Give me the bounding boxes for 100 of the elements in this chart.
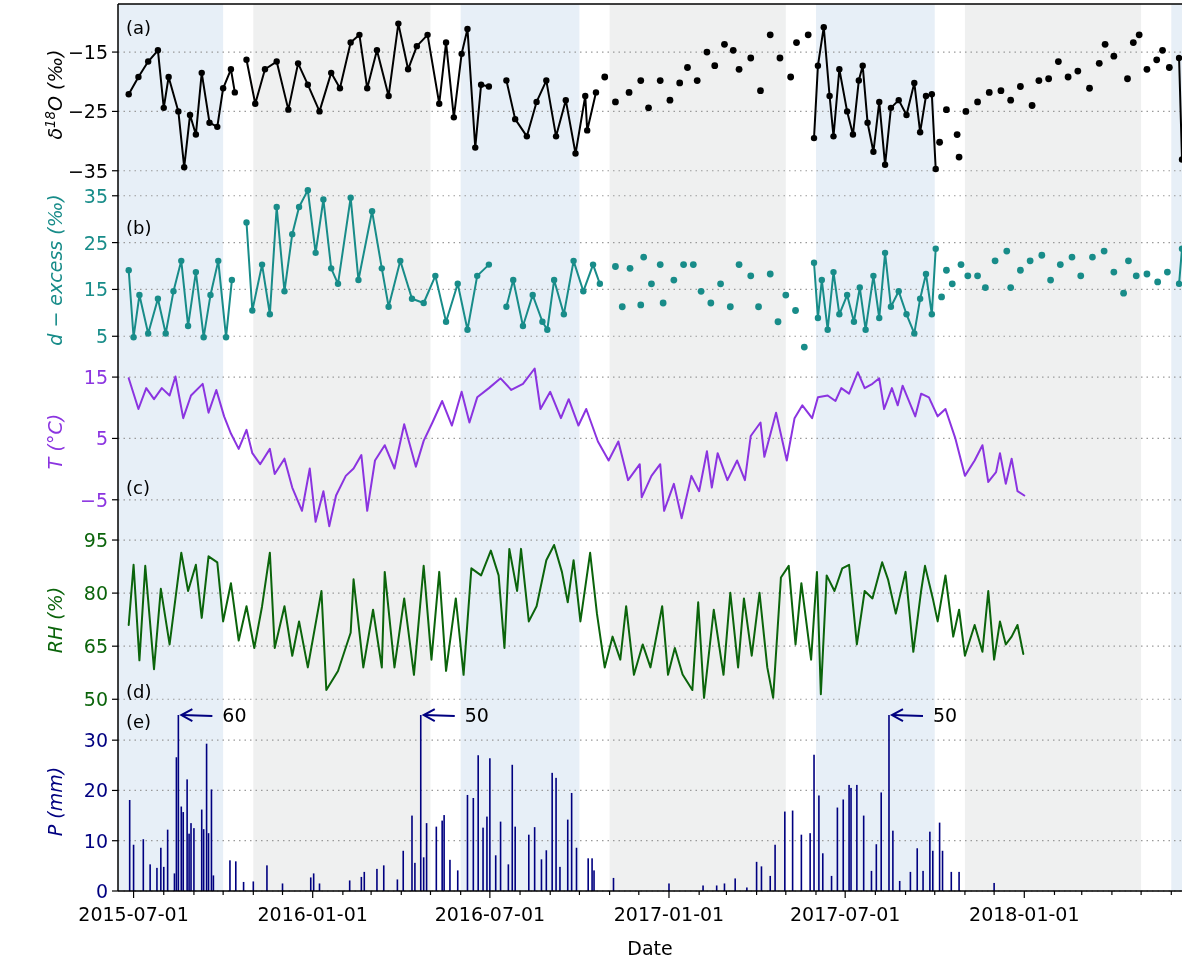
point [747, 272, 755, 280]
x-tick-label: 2017-07-01 [789, 903, 901, 925]
point [689, 261, 697, 269]
point [943, 106, 950, 114]
y-tick-label: 35 [83, 184, 108, 207]
y-tick-label: 50 [83, 688, 108, 711]
point [1165, 64, 1173, 71]
point [1007, 284, 1015, 291]
point [1143, 270, 1151, 278]
point [612, 263, 619, 270]
point [804, 31, 812, 39]
point [1110, 52, 1118, 60]
y-tick-label: 95 [83, 529, 108, 552]
y-tick-label: 5 [95, 325, 108, 348]
point [1026, 257, 1034, 265]
point [955, 153, 963, 161]
y-tick-label: 25 [83, 231, 108, 254]
point [666, 96, 674, 104]
point [948, 280, 956, 288]
annotation: 50 [932, 704, 958, 727]
y-tick-label: 15 [83, 366, 108, 389]
point [625, 89, 633, 96]
point [1153, 56, 1161, 64]
point [637, 77, 645, 84]
point [1101, 40, 1109, 48]
point [1047, 276, 1054, 284]
line-series [127, 367, 1026, 528]
point [637, 301, 645, 309]
point [792, 307, 799, 314]
point [1035, 77, 1043, 84]
point [648, 280, 655, 288]
point [774, 318, 782, 326]
point [1159, 46, 1166, 54]
point [1129, 39, 1137, 46]
point [735, 65, 743, 73]
point [1124, 75, 1131, 83]
point [981, 284, 989, 291]
y-axis-title: d − excess (‰) [44, 194, 66, 346]
point [1120, 289, 1127, 297]
y-tick-label: 15 [83, 278, 108, 301]
point [729, 46, 737, 54]
point [707, 299, 715, 307]
point [670, 276, 678, 284]
point [1125, 257, 1132, 265]
point [717, 280, 724, 288]
point [680, 261, 687, 269]
point [957, 261, 965, 269]
y-tick-label: 20 [83, 779, 108, 802]
point [735, 261, 743, 269]
point [782, 291, 790, 299]
point [1038, 251, 1046, 259]
annotation: (c) [126, 477, 150, 498]
annotation: (b) [126, 217, 152, 238]
point [697, 287, 705, 295]
point [1095, 59, 1103, 67]
point [1017, 266, 1024, 274]
x-axis-title: Date [627, 937, 673, 959]
point [938, 293, 945, 301]
point [766, 270, 774, 278]
y-tick-label: −5 [79, 488, 108, 511]
x-tick-label: 2016-01-01 [257, 903, 368, 925]
line-series [127, 543, 1025, 699]
point [1064, 73, 1072, 81]
point [800, 343, 808, 351]
point [640, 253, 648, 261]
annotation: (d) [126, 681, 152, 702]
x-tick-label: 2016-07-01 [434, 903, 546, 925]
y-tick-label: 65 [83, 635, 108, 658]
annotation: 60 [222, 704, 247, 727]
point [1077, 272, 1085, 280]
point [1003, 247, 1011, 255]
point [1154, 278, 1162, 286]
point [618, 303, 626, 311]
point [793, 39, 800, 46]
y-tick-label: 80 [83, 582, 108, 605]
point [612, 98, 619, 106]
point [1068, 253, 1076, 261]
point [985, 89, 993, 96]
x-tick-label: 2015-07-01 [78, 903, 189, 925]
y-axis-title: T (°C) [44, 413, 66, 470]
point [953, 131, 961, 138]
y-tick-label: 0 [95, 880, 108, 902]
point [757, 87, 764, 95]
point [626, 264, 634, 272]
y-axis-title: P (mm) [44, 766, 66, 837]
point [964, 272, 972, 280]
point [755, 303, 762, 311]
point [1143, 65, 1151, 73]
point [936, 138, 944, 146]
point [1086, 84, 1093, 92]
point [659, 299, 667, 307]
point [656, 77, 664, 84]
point [601, 73, 609, 81]
point [747, 54, 755, 62]
point [962, 108, 970, 115]
point [1056, 261, 1064, 269]
y-tick-label: 10 [83, 829, 108, 852]
point [1074, 67, 1082, 75]
point [1017, 83, 1024, 90]
point [943, 266, 950, 274]
